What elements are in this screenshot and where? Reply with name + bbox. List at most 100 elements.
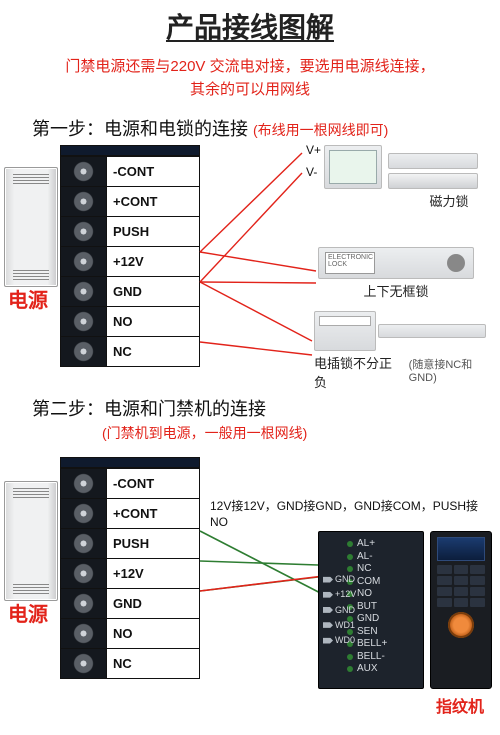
bolt-lock: 电插锁不分正负 (随意接NC和GND)	[314, 311, 500, 391]
terminal-label: NO	[107, 307, 199, 336]
terminal-screw-icon	[61, 619, 107, 648]
controller-pin: NO	[347, 588, 417, 601]
step2-heading: 第二步：电源和门禁机的连接	[32, 395, 500, 421]
controller-pin: GND	[323, 574, 356, 585]
psu-label: 电源	[6, 291, 50, 312]
bolt-lock-caption: 电插锁不分正负	[314, 353, 405, 391]
controller-pin: +12V	[323, 589, 356, 600]
terminal-row: PUSH	[61, 528, 199, 558]
magnetic-lock-caption: 磁力锁	[420, 191, 478, 210]
magnetic-lock-bar-icon	[388, 153, 478, 169]
terminal-label: GND	[107, 277, 199, 306]
terminal-screw-icon	[61, 247, 107, 276]
terminal-screw-icon	[61, 499, 107, 528]
terminal-row: +CONT	[61, 186, 199, 216]
terminal-label: NO	[107, 619, 199, 648]
terminal-screw-icon	[61, 649, 107, 678]
frameless-lock-caption: 上下无框锁	[318, 281, 474, 300]
terminal-label: PUSH	[107, 529, 199, 558]
subtitle-line1: 门禁电源还需与220V 交流电对接，要选用电源线连接，	[65, 58, 434, 75]
terminal-label: +12V	[107, 247, 199, 276]
terminal-row: NC	[61, 336, 199, 366]
terminal-screw-icon	[61, 277, 107, 306]
fingerprint-reader-caption: 指纹机	[436, 693, 484, 717]
psu-label: 电源	[6, 605, 50, 626]
terminal-row: NO	[61, 306, 199, 336]
terminal-label: GND	[107, 589, 199, 618]
terminal-block: -CONT+CONTPUSH+12VGNDNONC	[60, 457, 200, 679]
terminal-block-head	[61, 146, 199, 156]
terminal-label: NC	[107, 649, 199, 678]
controller-pin: GND	[323, 604, 356, 615]
controller-pin: BELL+	[347, 638, 417, 651]
controller-board: GND+12VGNDWD1WD0 AL+AL-NCCOMNOBUTGNDSENB…	[318, 531, 424, 689]
controller-pin: GND	[347, 613, 417, 626]
magnetic-lock-plate-icon	[388, 173, 478, 189]
terminal-screw-icon	[61, 529, 107, 558]
power-supply-icon	[4, 481, 58, 601]
terminal-label: NC	[107, 337, 199, 366]
step2-diagram: 电源 -CONT+CONTPUSH+12VGNDNONC 12V接12V，GND…	[0, 445, 500, 735]
bolt-lock-body-icon	[314, 311, 376, 351]
controller-pin: SEN	[347, 626, 417, 639]
terminal-row: NC	[61, 648, 199, 678]
controller-pin: AL-	[347, 551, 417, 564]
terminal-screw-icon	[61, 337, 107, 366]
fingerprint-reader-icon	[430, 531, 492, 689]
terminal-row: GND	[61, 588, 199, 618]
v-plus-label: V+	[306, 143, 321, 157]
terminal-screw-icon	[61, 187, 107, 216]
step1-diagram: 电源 -CONT+CONTPUSH+12VGNDNONC V+ V- 磁力锁 E…	[0, 141, 500, 393]
fp-sensor-icon	[448, 612, 474, 638]
terminal-screw-icon	[61, 589, 107, 618]
controller-pin: BELL-	[347, 651, 417, 664]
frameless-lock-icon: ELECTRONICLOCK	[318, 247, 474, 279]
fp-keypad-icon	[437, 565, 485, 607]
terminal-screw-icon	[61, 217, 107, 246]
frameless-lock: ELECTRONICLOCK 上下无框锁	[318, 247, 474, 300]
step2-hint: (门禁机到电源，一般用一根网线)	[102, 423, 500, 443]
step1-heading: 第一步：电源和电锁的连接 (布线用一根网线即可)	[32, 115, 500, 141]
terminal-label: +CONT	[107, 187, 199, 216]
subtitle-line2: 其余的可以用网线	[190, 81, 310, 98]
step2-heading-text: 第二步：电源和门禁机的连接	[32, 399, 266, 419]
terminal-screw-icon	[61, 559, 107, 588]
fp-screen-icon	[437, 537, 485, 561]
terminal-row: +12V	[61, 246, 199, 276]
controller-pin: WD0	[323, 635, 356, 646]
terminal-label: +CONT	[107, 499, 199, 528]
terminal-row: PUSH	[61, 216, 199, 246]
controller-pin: WD1	[323, 620, 356, 631]
terminal-screw-icon	[61, 157, 107, 186]
terminal-block: -CONT+CONTPUSH+12VGNDNONC	[60, 145, 200, 367]
page-title: 产品接线图解	[0, 0, 500, 46]
power-supply-icon	[4, 167, 58, 287]
controller-pin: BUT	[347, 601, 417, 614]
controller-pin: AL+	[347, 538, 417, 551]
terminal-label: +12V	[107, 559, 199, 588]
bolt-lock-hint: (随意接NC和GND)	[409, 356, 500, 384]
terminal-label: PUSH	[107, 217, 199, 246]
controller-pin: AUX	[347, 663, 417, 676]
terminal-label: -CONT	[107, 157, 199, 186]
controller-right-pins: AL+AL-NCCOMNOBUTGNDSENBELL+BELL-AUX	[347, 538, 417, 676]
step1-heading-text: 第一步：电源和电锁的连接	[32, 119, 248, 139]
v-minus-label: V-	[306, 165, 317, 179]
controller-pin: COM	[347, 576, 417, 589]
terminal-row: -CONT	[61, 156, 199, 186]
terminal-screw-icon	[61, 307, 107, 336]
controller-left-pins: GND +12V GND WD1 WD0	[323, 574, 356, 646]
terminal-row: +CONT	[61, 498, 199, 528]
magnetic-lock: 磁力锁	[324, 145, 478, 210]
magnetic-lock-controller-icon	[324, 145, 382, 189]
terminal-label: -CONT	[107, 469, 199, 498]
terminal-row: +12V	[61, 558, 199, 588]
step1-hint: (布线用一根网线即可)	[253, 122, 388, 138]
bolt-lock-faceplate-icon	[378, 324, 486, 338]
terminal-screw-icon	[61, 469, 107, 498]
subtitle: 门禁电源还需与220V 交流电对接，要选用电源线连接， 其余的可以用网线	[0, 56, 500, 101]
wiring-mapping-text: 12V接12V，GND接GND，GND接COM，PUSH接NO	[210, 499, 490, 530]
terminal-row: GND	[61, 276, 199, 306]
terminal-row: -CONT	[61, 468, 199, 498]
controller-pin: NC	[347, 563, 417, 576]
